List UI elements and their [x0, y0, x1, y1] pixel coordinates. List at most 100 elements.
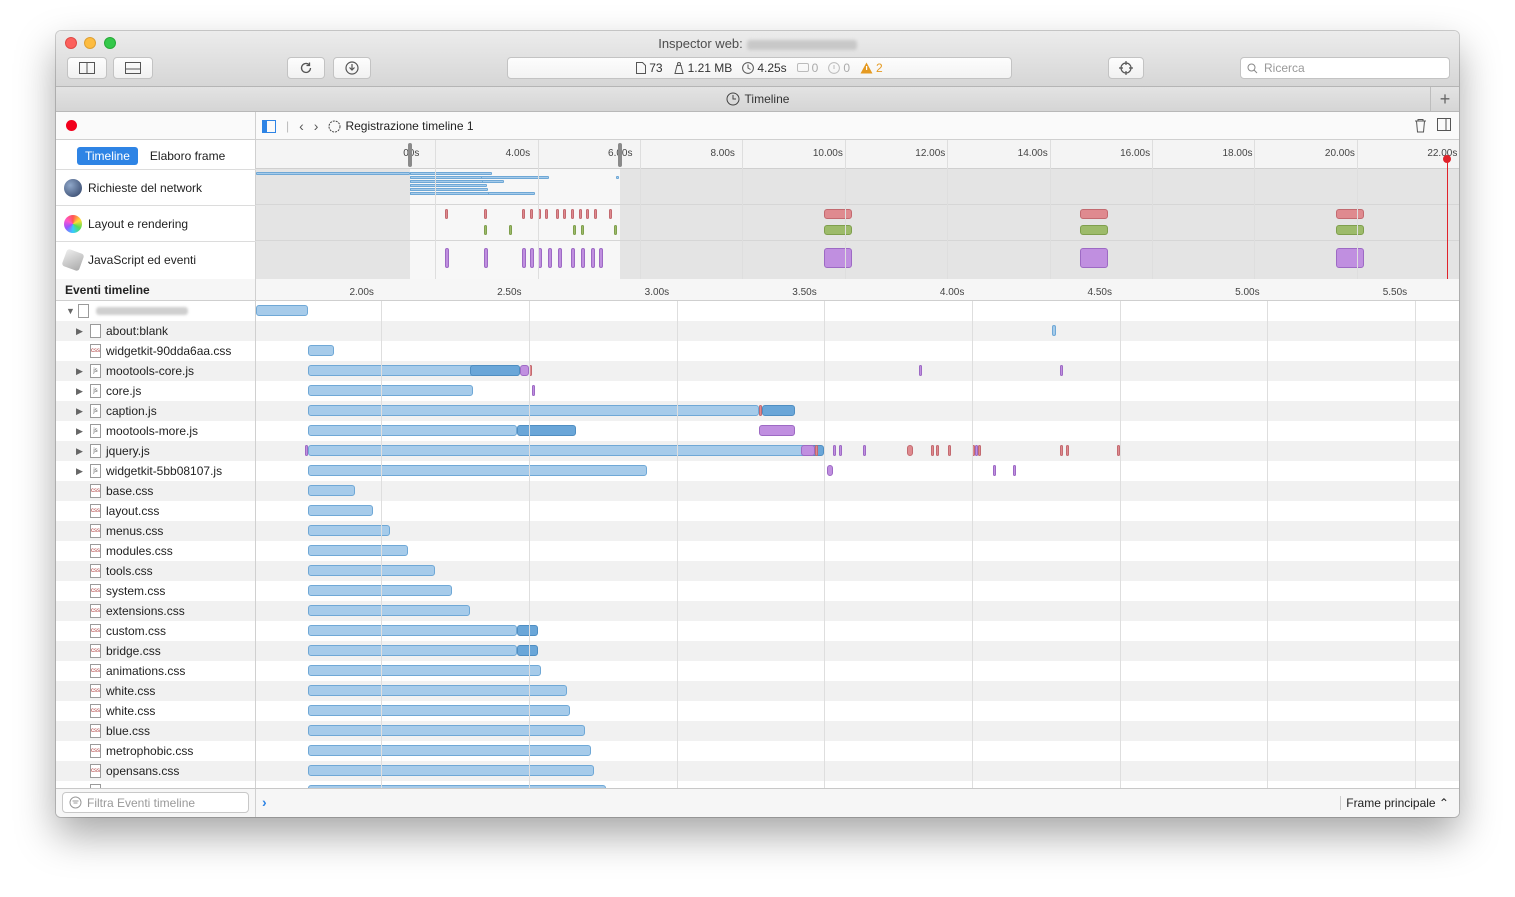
network-request-bar[interactable] — [307, 465, 648, 476]
inspect-element-button[interactable] — [1108, 57, 1144, 79]
event-row[interactable]: css extensions.css — [56, 601, 255, 621]
script-event-mark[interactable] — [839, 445, 843, 456]
event-row[interactable]: ▶ js widgetkit-5bb08107.js — [56, 461, 255, 481]
event-row[interactable]: ▶ about:blank — [56, 321, 255, 341]
event-row[interactable]: ▶ js jquery.js — [56, 441, 255, 461]
view-mode-segmented-control[interactable]: Timeline Elaboro frame — [77, 147, 237, 165]
network-request-bar[interactable] — [307, 685, 568, 696]
disclosure-closed-icon[interactable]: ▶ — [76, 385, 83, 396]
event-row[interactable] — [56, 781, 255, 788]
network-request-bar[interactable] — [307, 485, 355, 496]
network-request-bar[interactable] — [307, 345, 335, 356]
layout-event-mark[interactable] — [936, 445, 940, 456]
event-row[interactable]: css white.css — [56, 681, 255, 701]
back-arrow-icon[interactable]: ‹ — [299, 118, 304, 134]
script-event-mark[interactable] — [862, 445, 866, 456]
event-row[interactable]: css layout.css — [56, 501, 255, 521]
event-row[interactable]: ▶ js mootools-more.js — [56, 421, 255, 441]
event-row[interactable]: css system.css — [56, 581, 255, 601]
event-row[interactable]: css menus.css — [56, 521, 255, 541]
layout-event-mark[interactable] — [948, 445, 952, 456]
network-request-bar[interactable] — [307, 765, 594, 776]
dock-bottom-button[interactable] — [113, 57, 153, 79]
layout-event-mark[interactable] — [759, 405, 763, 416]
network-request-bar[interactable] — [307, 665, 541, 676]
script-event-mark[interactable] — [992, 465, 996, 476]
event-row[interactable]: css base.css — [56, 481, 255, 501]
event-row[interactable]: ▶ js mootools-core.js — [56, 361, 255, 381]
event-row[interactable]: css white.css — [56, 701, 255, 721]
forward-arrow-icon[interactable]: › — [313, 118, 319, 134]
segment-frames[interactable]: Elaboro frame — [149, 149, 226, 163]
network-request-bar[interactable] — [307, 425, 518, 436]
response-receive-bar[interactable] — [517, 625, 538, 636]
disclosure-closed-icon[interactable]: ▶ — [76, 445, 83, 456]
trash-icon[interactable] — [1414, 118, 1427, 133]
script-event-mark[interactable] — [759, 425, 795, 436]
disclosure-closed-icon[interactable]: ▶ — [76, 465, 83, 476]
script-event-mark[interactable] — [827, 465, 834, 476]
tab-timeline[interactable]: Timeline + — [56, 87, 1459, 112]
event-row[interactable]: css widgetkit-90dda6aa.css — [56, 341, 255, 361]
record-button[interactable] — [66, 120, 77, 131]
close-window-button[interactable] — [65, 37, 77, 49]
response-receive-bar[interactable] — [517, 425, 577, 436]
minimize-window-button[interactable] — [84, 37, 96, 49]
script-event-mark[interactable] — [304, 445, 308, 456]
disclosure-closed-icon[interactable]: ▶ — [76, 365, 83, 376]
response-receive-bar[interactable] — [470, 365, 521, 376]
event-row[interactable]: ▶ js caption.js — [56, 401, 255, 421]
disclosure-open-icon[interactable]: ▼ — [66, 306, 75, 316]
add-tab-button[interactable]: + — [1430, 87, 1459, 111]
layout-event-mark[interactable] — [1116, 445, 1120, 456]
current-time-dot[interactable] — [1442, 155, 1451, 163]
selection-handle[interactable] — [617, 143, 622, 167]
frame-selector[interactable]: Frame principale ⌃ — [1340, 796, 1449, 810]
network-request-bar[interactable] — [307, 445, 810, 456]
network-request-bar[interactable] — [307, 525, 391, 536]
event-row-root[interactable]: ▼ — [56, 301, 255, 321]
search-input[interactable]: Ricerca — [1240, 57, 1450, 79]
event-row[interactable]: css opensans.css — [56, 761, 255, 781]
reload-button[interactable] — [287, 57, 325, 79]
recording-breadcrumb[interactable]: Registrazione timeline 1 — [328, 119, 474, 133]
disclosure-closed-icon[interactable]: ▶ — [76, 325, 83, 336]
network-request-bar[interactable] — [307, 705, 571, 716]
network-request-bar[interactable] — [307, 565, 435, 576]
event-row[interactable]: css metrophobic.css — [56, 741, 255, 761]
overview-row-javascript[interactable]: JavaScript ed eventi — [56, 241, 256, 277]
layout-event-mark[interactable] — [1060, 445, 1064, 456]
overview-row-network[interactable]: Richieste del network — [56, 169, 256, 205]
overview-graph[interactable]: 00s4.00s6.00s8.00s10.00s12.00s14.00s16.0… — [256, 140, 1459, 279]
network-request-bar[interactable] — [307, 725, 586, 736]
response-receive-bar[interactable] — [762, 405, 795, 416]
event-row[interactable]: css bridge.css — [56, 641, 255, 661]
script-event-mark[interactable] — [1060, 365, 1064, 376]
event-row[interactable]: css custom.css — [56, 621, 255, 641]
network-request-bar[interactable] — [307, 405, 760, 416]
network-request-bar[interactable] — [307, 645, 518, 656]
details-sidebar-icon[interactable] — [1437, 118, 1451, 131]
disclosure-closed-icon[interactable]: ▶ — [76, 425, 83, 436]
download-button[interactable] — [333, 57, 371, 79]
network-request-bar[interactable] — [1051, 325, 1057, 336]
script-event-mark[interactable] — [833, 445, 837, 456]
network-request-bar[interactable] — [307, 385, 473, 396]
disclosure-closed-icon[interactable]: ▶ — [76, 405, 83, 416]
dock-side-button[interactable] — [67, 57, 107, 79]
network-request-bar[interactable] — [307, 745, 592, 756]
filter-events-input[interactable]: Filtra Eventi timeline — [62, 792, 249, 813]
event-row[interactable]: ▶ js core.js — [56, 381, 255, 401]
network-request-bar[interactable] — [307, 605, 471, 616]
layout-event-mark[interactable] — [930, 445, 934, 456]
console-prompt-icon[interactable]: › — [262, 794, 267, 810]
layout-event-mark[interactable] — [815, 445, 819, 456]
network-request-bar[interactable] — [307, 785, 606, 788]
network-request-bar[interactable] — [307, 585, 453, 596]
script-event-mark[interactable] — [1013, 465, 1017, 476]
network-request-bar[interactable] — [307, 625, 518, 636]
script-event-mark[interactable] — [974, 445, 978, 456]
script-event-mark[interactable] — [520, 365, 530, 376]
selection-handle[interactable] — [407, 143, 412, 167]
segment-timeline[interactable]: Timeline — [77, 147, 138, 165]
